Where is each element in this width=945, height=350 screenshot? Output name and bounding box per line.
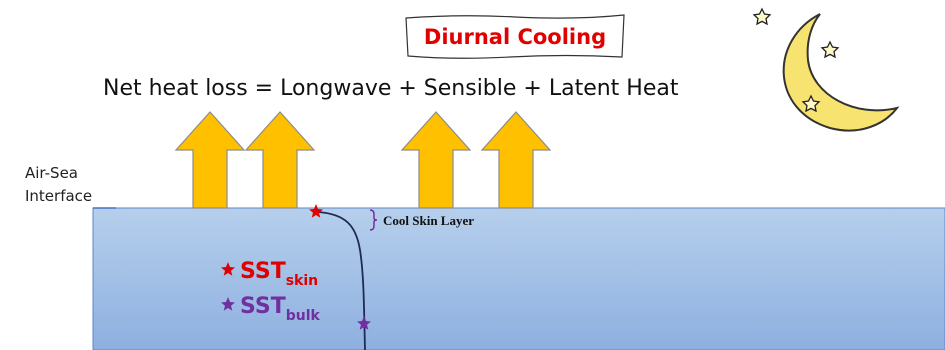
- arrow: [246, 112, 314, 208]
- legend-sub: skin: [286, 273, 318, 289]
- arrow: [482, 112, 550, 208]
- interface-label: Interface: [25, 187, 92, 205]
- moon: [784, 14, 897, 131]
- diagram: Diurnal Cooling Net heat loss = Longwave…: [0, 0, 945, 350]
- equation: Net heat loss = Longwave + Sensible + La…: [103, 76, 679, 101]
- legend-base: SST: [240, 294, 286, 319]
- legend-base: SST: [240, 259, 286, 284]
- ocean: [93, 208, 945, 350]
- layer-label: Cool Skin Layer: [383, 213, 474, 228]
- title: Diurnal Cooling: [424, 25, 606, 49]
- legend-sub: bulk: [286, 308, 321, 324]
- arrow: [402, 112, 470, 208]
- interface-label: Air-Sea: [25, 164, 78, 182]
- arrow: [176, 112, 244, 208]
- heat-arrows: [176, 112, 550, 208]
